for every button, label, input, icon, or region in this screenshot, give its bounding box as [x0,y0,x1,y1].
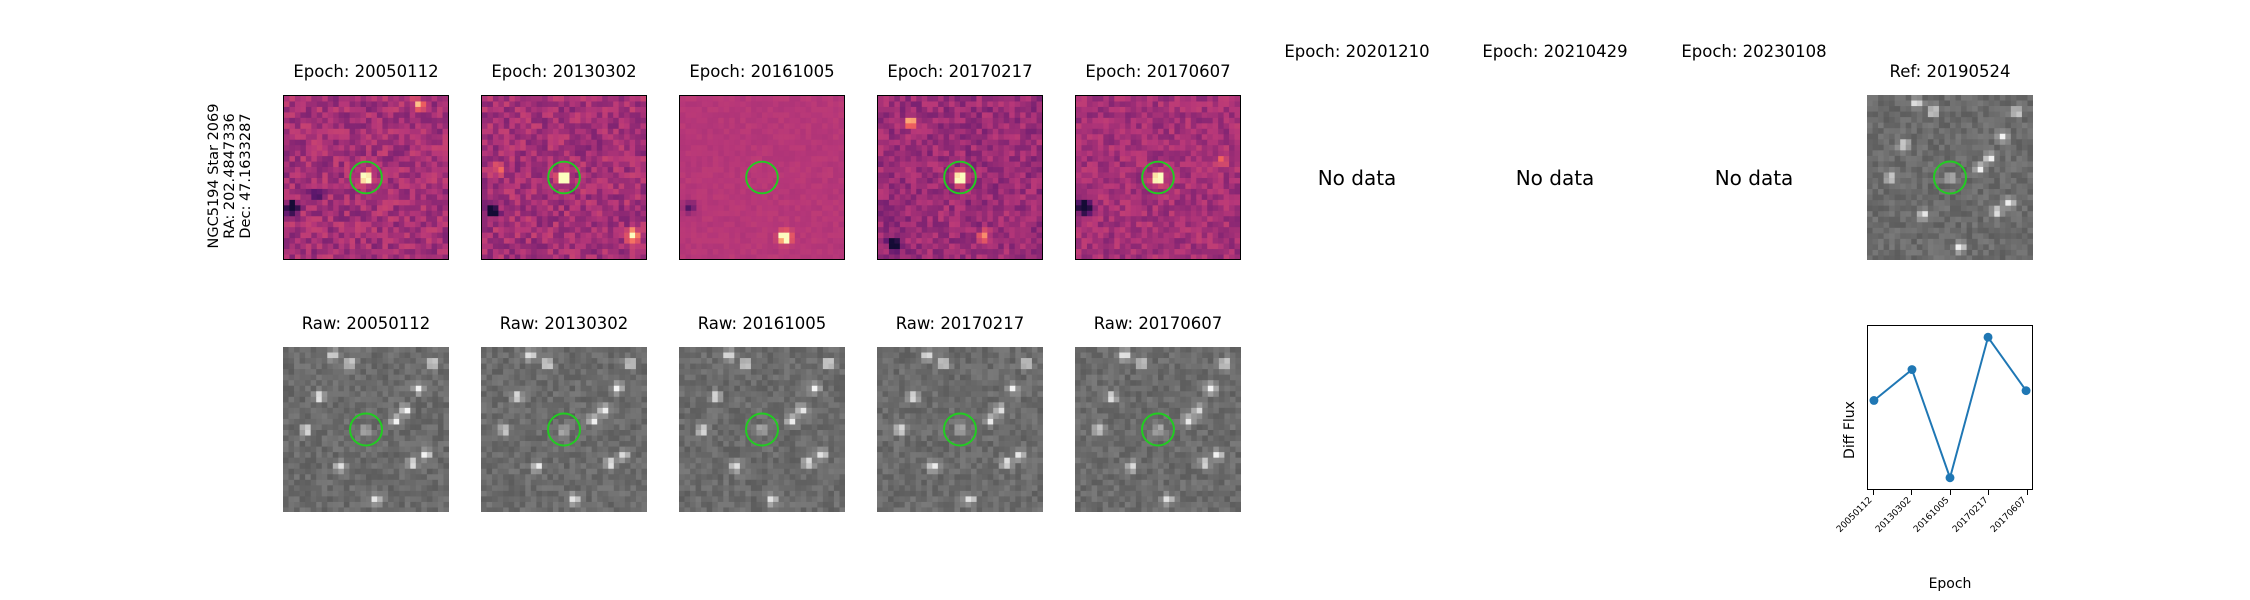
target-circle-marker [1933,160,1967,195]
raw-image [877,347,1043,512]
data-point [2021,386,2031,396]
no-data-label: No data [1515,165,1595,190]
raw-panel-title: Raw: 20130302 [499,314,629,333]
object-dec: Dec: 47.1633287 [238,113,254,239]
no-data-label: No data [1317,165,1397,190]
target-circle-marker [745,412,779,447]
difference-image [679,95,845,260]
target-circle-marker [745,160,779,195]
raw-panel-title: Raw: 20050112 [301,314,431,333]
panel-title: Epoch: 20201210 [1284,42,1430,61]
raw-panel-title: Raw: 20170607 [1093,314,1223,333]
panel-title: Epoch: 20230108 [1681,42,1827,61]
raw-image [1075,347,1241,512]
difference-image [283,95,449,260]
data-point [1869,396,1879,405]
target-circle-marker [1141,160,1175,195]
target-circle-marker [547,412,581,447]
panel-title: Epoch: 20130302 [491,62,637,81]
target-circle-marker [349,160,383,195]
panel-title: Epoch: 20170217 [887,62,1033,81]
target-circle-marker [547,160,581,195]
x-tick [1911,490,1912,495]
target-circle-marker [1141,412,1175,447]
panel-title: Epoch: 20210429 [1482,42,1628,61]
x-tick [2026,490,2028,495]
data-point [1983,332,1993,342]
difference-image [1075,95,1241,260]
reference-image [1867,95,2033,260]
raw-panel-title: Raw: 20170217 [895,314,1025,333]
panel-title: Epoch: 20161005 [689,62,835,81]
object-label: NGC5194 Star 2069 RA: 202.4847336 Dec: 4… [206,104,254,249]
raw-image [679,347,845,512]
lightcurve-ylabel: Diff Flux [1842,401,1858,459]
object-name: NGC5194 Star 2069 [206,103,222,249]
no-data-label: No data [1714,165,1794,190]
lightcurve-xlabel: Epoch [1928,576,1972,592]
data-point [1945,473,1955,483]
lightcurve-plot [1867,325,2033,490]
raw-image [481,347,647,512]
x-tick [1949,490,1951,495]
raw-image [283,347,449,512]
target-circle-marker [943,412,977,447]
target-circle-marker [349,412,383,447]
data-point [1907,365,1917,375]
panel-title: Ref: 20190524 [1889,62,2011,81]
raw-panel-title: Raw: 20161005 [697,314,827,333]
difference-image [877,95,1043,260]
target-circle-marker [943,160,977,195]
panel-title: Epoch: 20170607 [1085,62,1231,81]
series-line [1873,334,2027,482]
difference-image [481,95,647,260]
object-ra: RA: 202.4847336 [222,113,238,239]
lightcurve-svg [1869,332,2031,483]
x-tick [1872,490,1874,495]
panel-title: Epoch: 20050112 [293,62,439,81]
x-tick [1988,490,1989,495]
